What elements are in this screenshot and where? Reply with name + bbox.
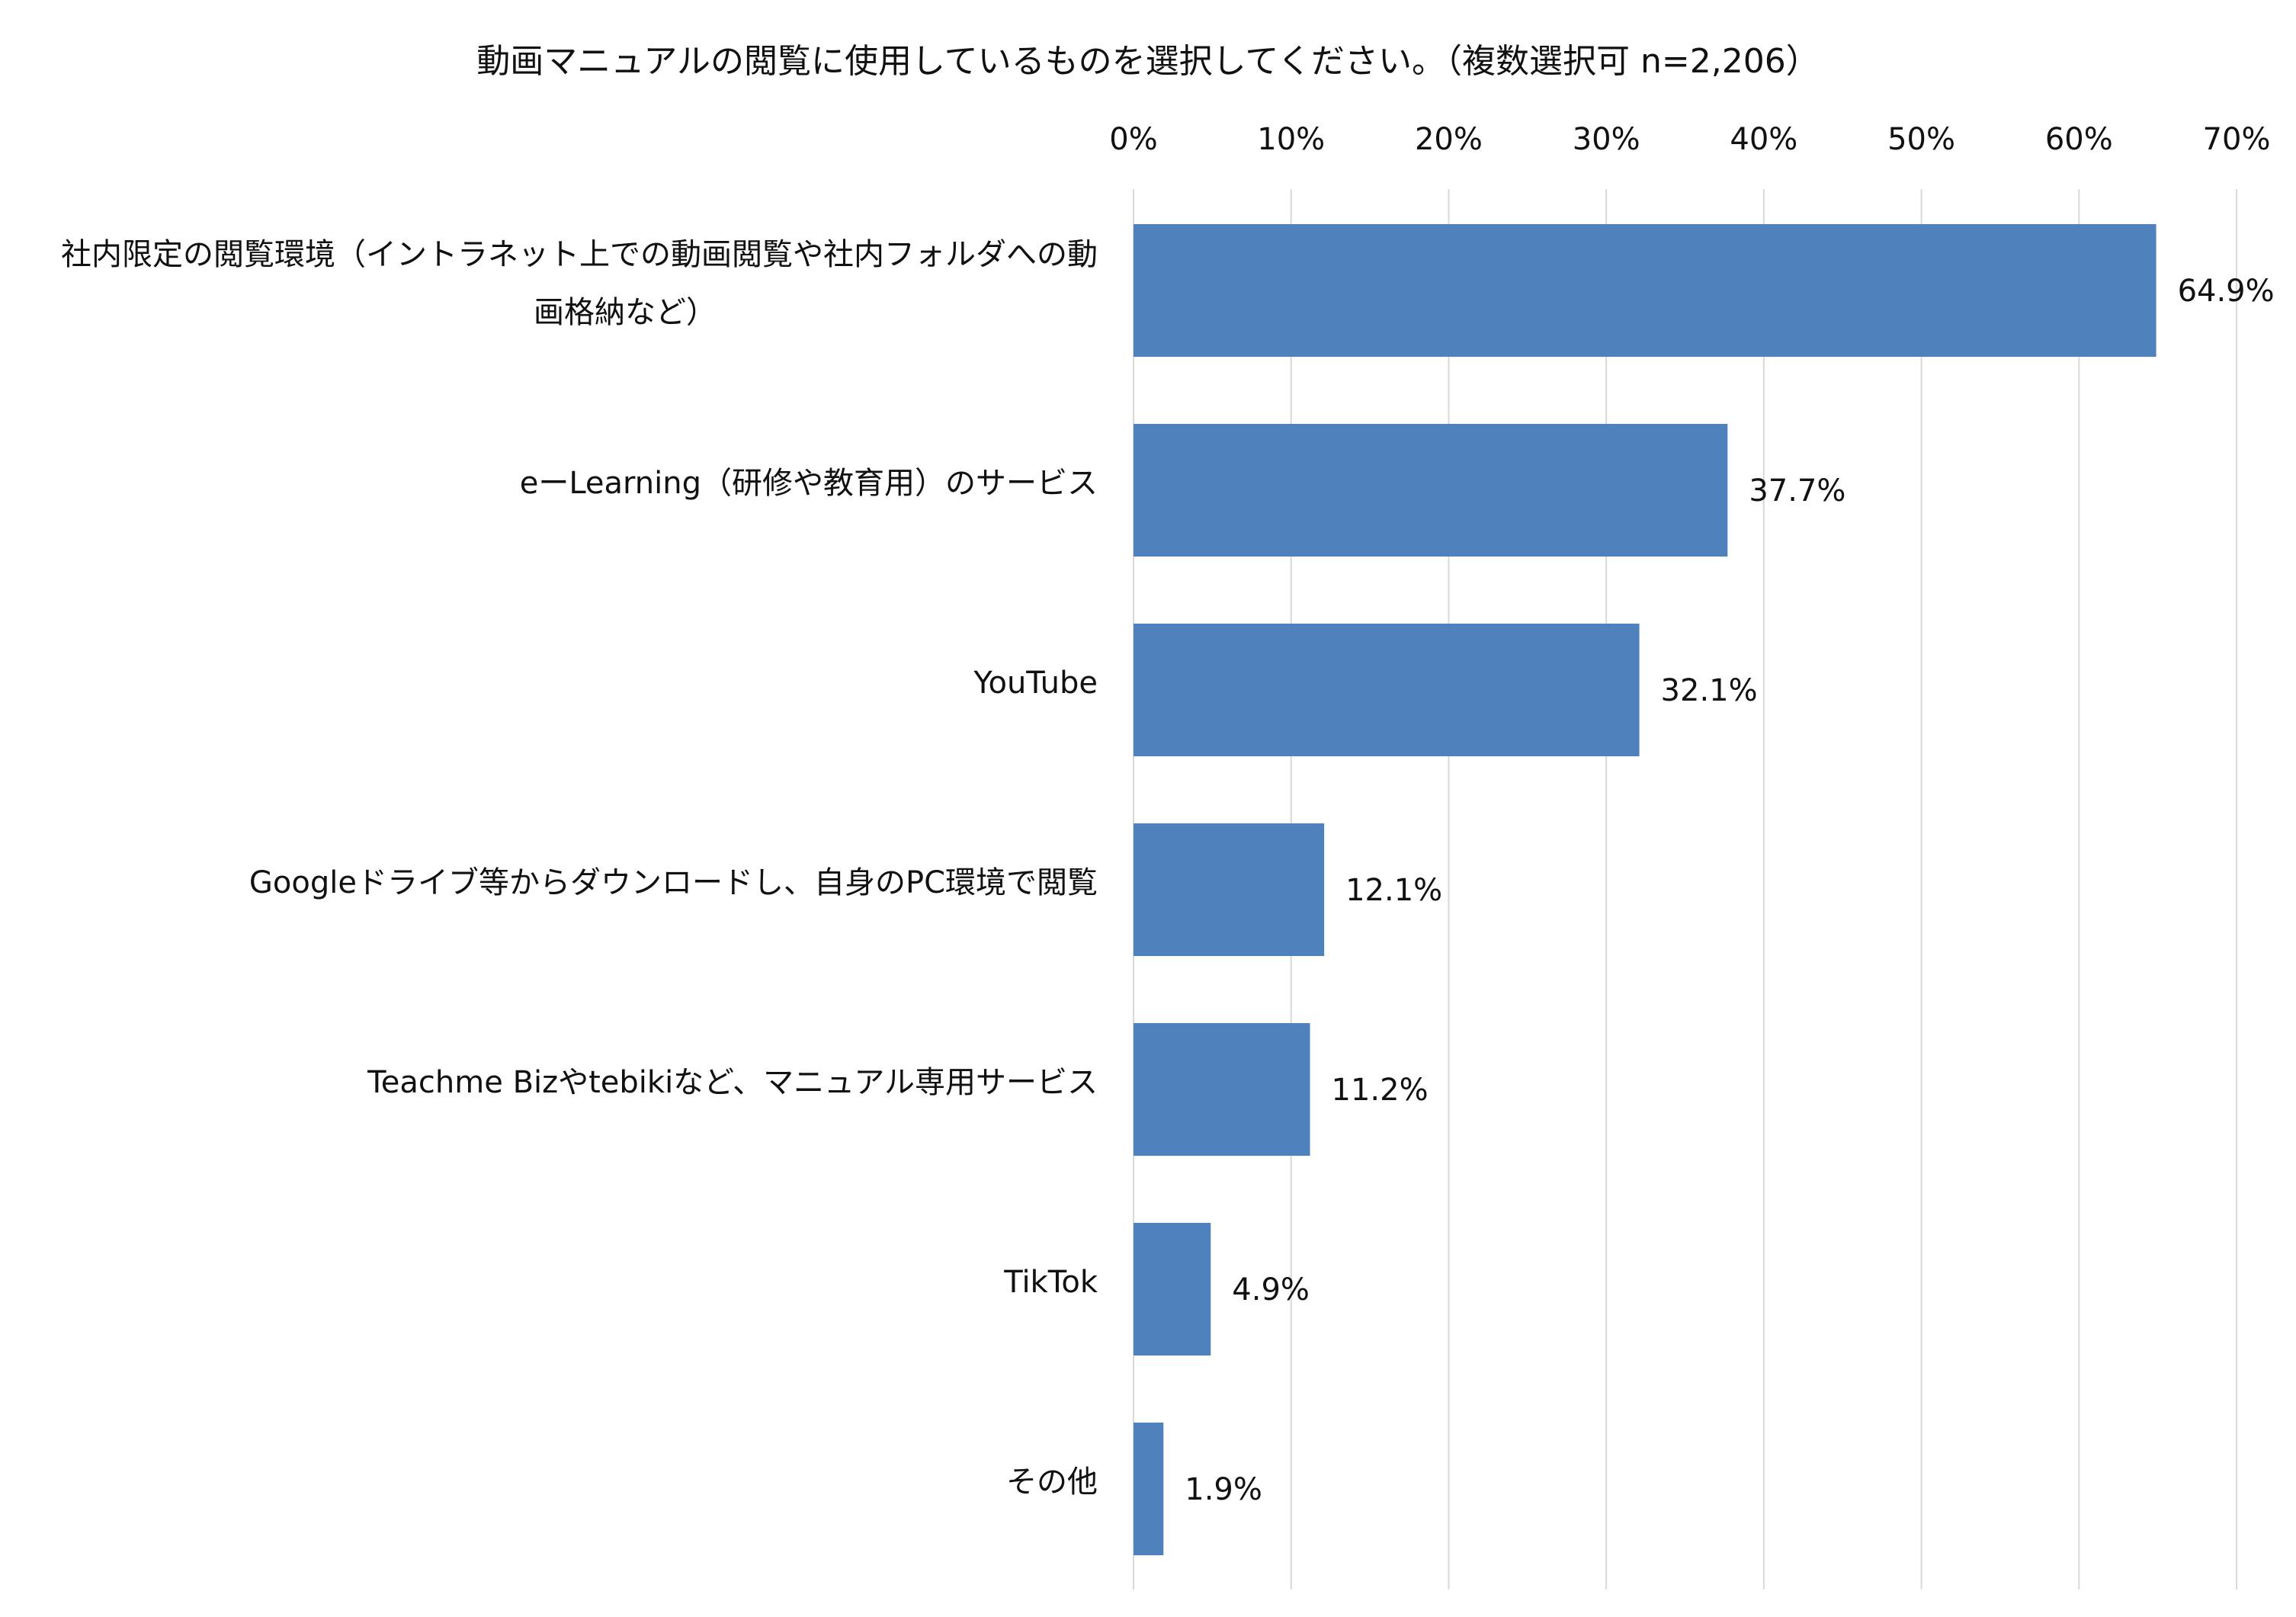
value-label: 4.9%	[1232, 1272, 1310, 1307]
category-label: YouTube	[973, 666, 1098, 701]
value-label: 32.1%	[1661, 673, 1758, 708]
bar	[1134, 624, 1640, 756]
x-tick-label: 30%	[1573, 122, 1640, 157]
bar	[1134, 224, 2157, 357]
x-tick-label: 20%	[1415, 122, 1483, 157]
value-label: 64.9%	[2178, 274, 2275, 309]
bar	[1134, 424, 1728, 557]
value-labels: 64.9% 37.7% 32.1% 12.1% 11.2% 4.9% 1.9%	[1185, 274, 2274, 1507]
value-label: 1.9%	[1185, 1472, 1262, 1507]
value-label: 11.2%	[1332, 1073, 1429, 1108]
bars	[1134, 224, 2157, 1555]
x-tick-label: 10%	[1257, 122, 1325, 157]
x-tick-label: 70%	[2203, 122, 2271, 157]
category-label: 社内限定の閲覧環境（イントラネット上での動画閲覧や社内フォルダへの動	[61, 237, 1098, 272]
bar	[1134, 1023, 1310, 1156]
x-tick-label: 50%	[1887, 122, 1955, 157]
category-label: Teachme Bizやtebikiなど、マニュアル専用サービス	[367, 1065, 1098, 1100]
grid-lines	[1133, 189, 2237, 1590]
value-label: 37.7%	[1749, 473, 1845, 509]
x-tick-label: 40%	[1730, 122, 1797, 157]
category-label: その他	[1006, 1465, 1098, 1500]
category-label: Googleドライブ等からダウンロードし、自身のPC環境で閲覧	[249, 865, 1098, 900]
bar	[1134, 1223, 1211, 1356]
category-labels: 社内限定の閲覧環境（イントラネット上での動画閲覧や社内フォルダへの動画格納など）…	[61, 237, 1098, 1500]
category-label: TikTok	[1003, 1265, 1098, 1300]
bar	[1134, 1423, 1164, 1555]
x-axis-tick-labels: 0% 10% 20% 30% 40% 50% 60% 70%	[1109, 122, 2270, 157]
x-tick-label: 60%	[2045, 122, 2113, 157]
bar	[1134, 823, 1325, 956]
value-label: 12.1%	[1345, 873, 1442, 908]
x-tick-label: 0%	[1109, 122, 1157, 157]
category-label: eーLearning（研修や教育用）のサービス	[520, 466, 1098, 501]
chart-title: 動画マニュアルの閲覧に使用しているものを選択してください。（複数選択可 n=2,…	[476, 42, 1819, 81]
category-label-line-2: 画格納など）	[534, 295, 717, 330]
